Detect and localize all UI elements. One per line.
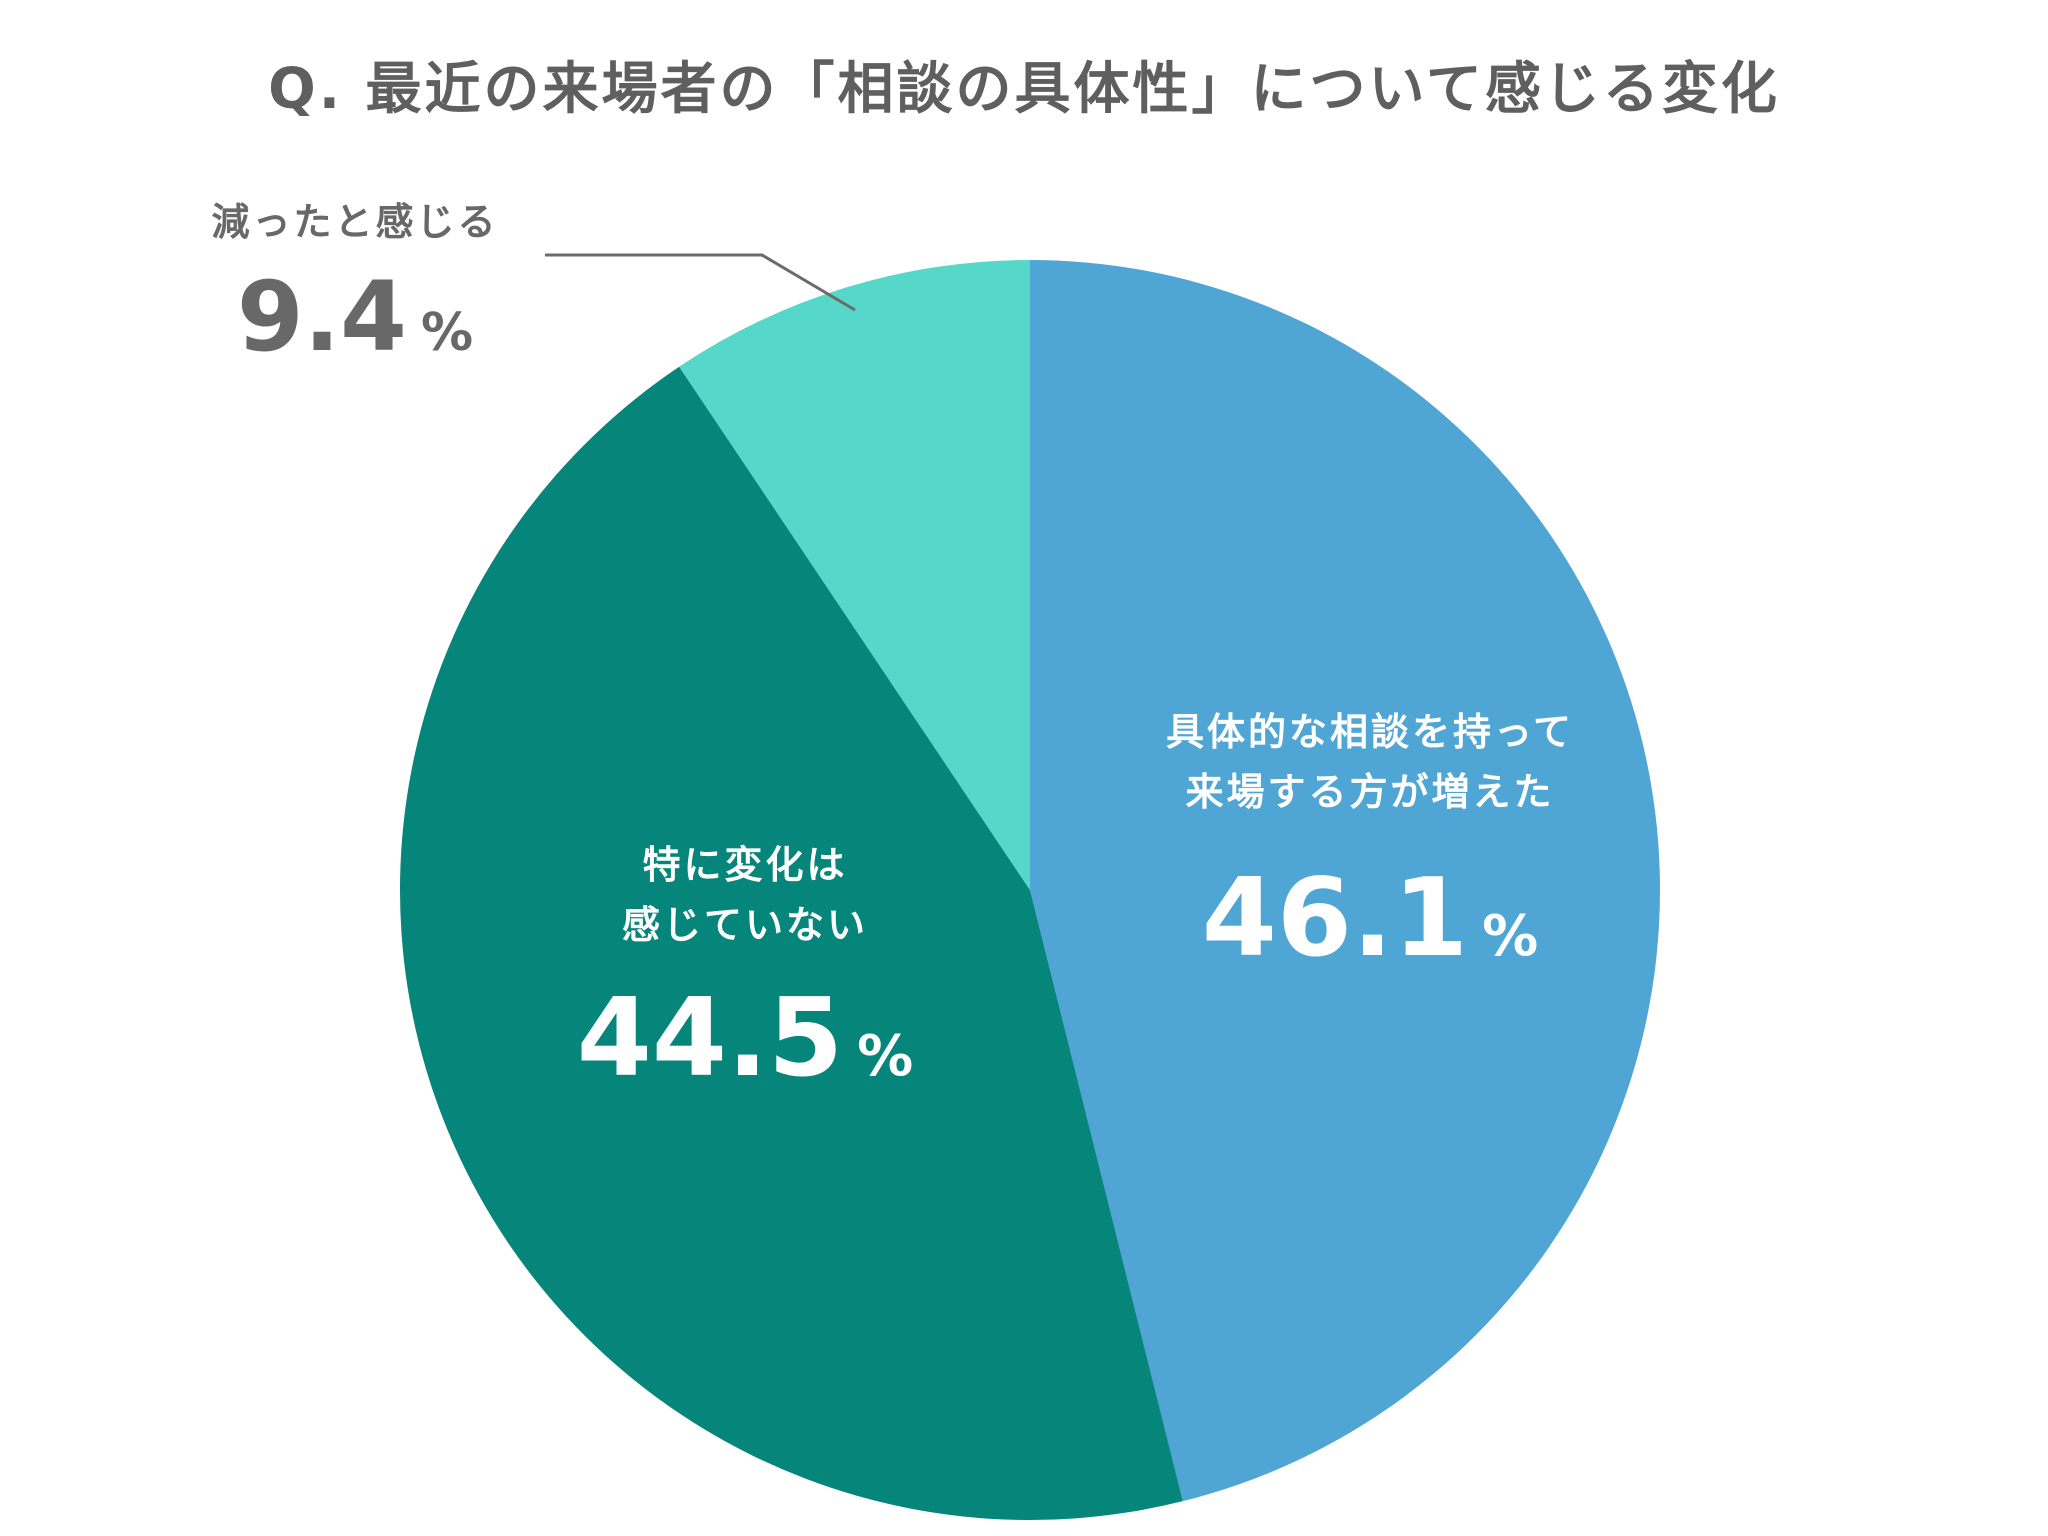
slice-value-unit-2: % — [857, 1024, 913, 1089]
slice-value-unit-1: % — [1482, 904, 1538, 969]
slice-label-2-line-1: 特に変化は — [642, 843, 847, 887]
slice-value-3: 9.4% — [237, 261, 473, 373]
slice-value-number-1: 46.1 — [1202, 856, 1468, 981]
pie-slice-1 — [1030, 260, 1661, 1502]
slice-label-2-line-2: 感じていない — [622, 903, 868, 947]
slice-label-1-line-2: 来場する方が増えた — [1185, 770, 1554, 814]
pie-slice-3 — [679, 260, 1030, 890]
slice-label-1-line-1: 具体的な相談を持って — [1166, 710, 1574, 754]
slice-value-unit-3: % — [421, 303, 473, 363]
slice-value-1: 46.1% — [1202, 856, 1539, 981]
pie-slice-2 — [399, 366, 1183, 1521]
chart-title: Q. 最近の来場者の「相談の具体性」について感じる変化 — [268, 57, 1780, 122]
slice-value-number-2: 44.5 — [577, 976, 843, 1101]
slice-label-3-line-1: 減ったと感じる — [211, 200, 498, 244]
leader-line — [545, 253, 856, 312]
slice-value-2: 44.5% — [577, 976, 914, 1101]
slice-value-number-3: 9.4 — [237, 261, 407, 373]
